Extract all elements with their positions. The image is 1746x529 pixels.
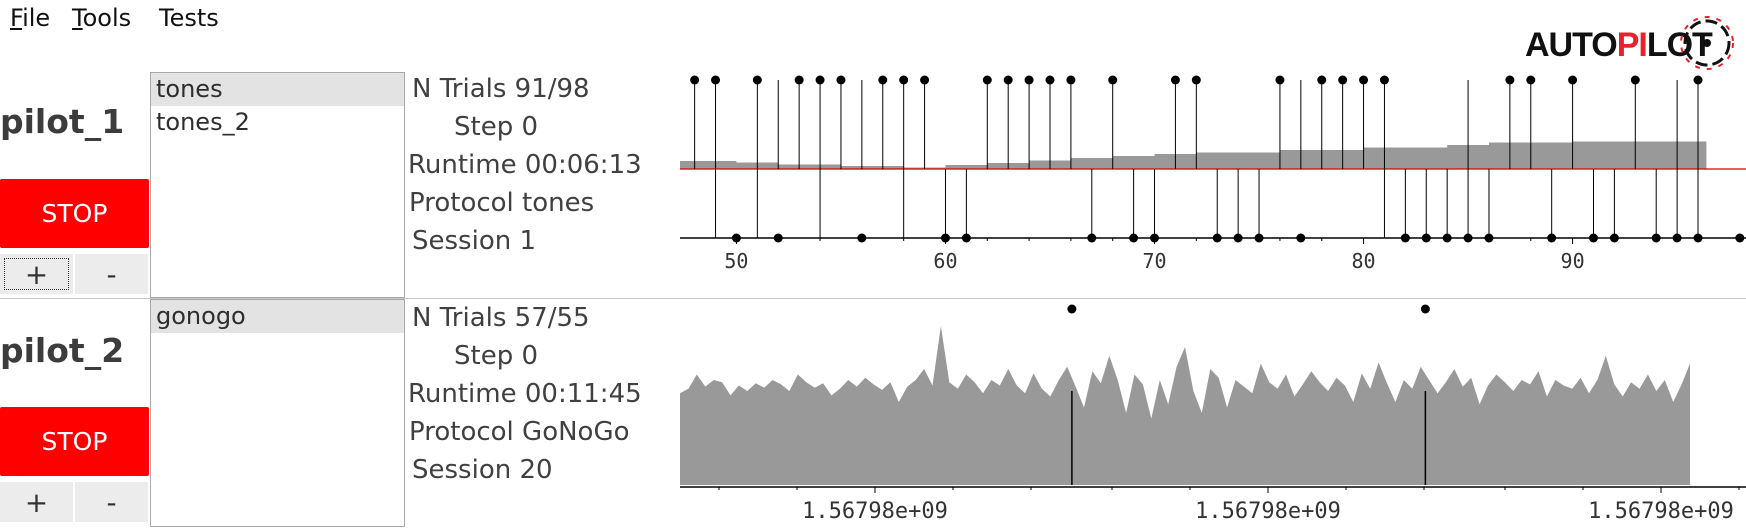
trial-point: [1317, 75, 1327, 85]
protocol-line: Protocol tones: [409, 188, 595, 218]
event-point: [1067, 304, 1077, 314]
trial-point: [752, 75, 762, 85]
pilot-name: pilot_2: [0, 331, 125, 370]
trial-plot: 50 60 70 80 90: [680, 75, 1746, 273]
trial-point: [690, 75, 700, 85]
trace-plot: 1.56798e+09 1.56798e+09 1.56798e+09: [680, 304, 1746, 524]
trial-point: [920, 75, 930, 85]
step-line: Step 0: [454, 112, 539, 142]
trial-point: [1170, 75, 1180, 85]
autopilot-logo: AUTOPILOT: [1525, 16, 1734, 70]
trial-point: [1066, 75, 1076, 85]
stop-button[interactable]: STOP: [0, 407, 149, 476]
session-line: Session 20: [412, 455, 553, 485]
trial-point: [1338, 75, 1348, 85]
trial-point: [1693, 75, 1703, 85]
trial-point: [1526, 75, 1536, 85]
protocol-line: Protocol GoNoGo: [409, 417, 630, 447]
trial-point: [836, 75, 846, 85]
menu-file[interactable]: File: [10, 4, 51, 32]
x-tick-label: 80: [1352, 249, 1376, 273]
add-button[interactable]: +: [0, 254, 73, 294]
row-divider: [0, 298, 1746, 299]
protocol-list[interactable]: tones tones_2: [150, 72, 405, 298]
trial-point: [1275, 75, 1285, 85]
pilot-row-1: pilot_1 STOP + - tones tones_2 N Trials …: [0, 70, 1746, 298]
trial-point: [899, 75, 909, 85]
trial-point: [1003, 75, 1013, 85]
add-button[interactable]: +: [0, 482, 73, 522]
trial-point: [878, 75, 888, 85]
x-tick-label: 50: [724, 249, 748, 273]
trace-area: [680, 326, 1690, 435]
performance-area: [680, 141, 1707, 169]
pilot-row-2: pilot_2 STOP + - gonogo N Trials 57/55 S…: [0, 299, 1746, 529]
trial-point: [794, 75, 804, 85]
trial-point: [711, 75, 721, 85]
trial-point: [1191, 75, 1201, 85]
event-point: [1420, 304, 1430, 314]
trial-point: [1630, 75, 1640, 85]
protocol-item[interactable]: tones: [151, 73, 404, 106]
trial-point: [1379, 75, 1389, 85]
trial-point: [1108, 75, 1118, 85]
trial-point: [1359, 75, 1369, 85]
protocol-list[interactable]: gonogo: [150, 299, 405, 527]
trial-point: [1045, 75, 1055, 85]
trial-point: [1505, 75, 1515, 85]
x-tick-label: 1.56798e+09: [1195, 499, 1341, 524]
pilot-name: pilot_1: [0, 102, 125, 141]
runtime-line: Runtime 00:11:45: [408, 379, 642, 409]
x-tick-label: 90: [1561, 249, 1585, 273]
menu-tests[interactable]: Tests: [159, 4, 219, 32]
menu-tools[interactable]: Tools: [72, 4, 132, 32]
x-tick-label: 1.56798e+09: [802, 499, 948, 524]
n-trials-line: N Trials 91/98: [412, 74, 590, 104]
step-line: Step 0: [454, 341, 539, 371]
protocol-item[interactable]: gonogo: [151, 300, 404, 333]
trial-point: [982, 75, 992, 85]
x-tick-label: 60: [933, 249, 957, 273]
svg-text:AUTOPILOT: AUTOPILOT: [1525, 26, 1713, 64]
trial-point: [815, 75, 825, 85]
session-line: Session 1: [412, 226, 537, 256]
stop-button[interactable]: STOP: [0, 179, 149, 248]
trial-point: [1024, 75, 1034, 85]
n-trials-line: N Trials 57/55: [412, 303, 590, 333]
remove-button[interactable]: -: [75, 482, 148, 522]
trace-area-base: [680, 435, 1690, 485]
trial-point: [1568, 75, 1578, 85]
remove-button[interactable]: -: [75, 254, 148, 294]
x-tick-label: 70: [1142, 249, 1166, 273]
x-tick-label: 1.56798e+09: [1588, 499, 1734, 524]
protocol-item[interactable]: tones_2: [156, 108, 250, 136]
runtime-line: Runtime 00:06:13: [408, 150, 642, 180]
